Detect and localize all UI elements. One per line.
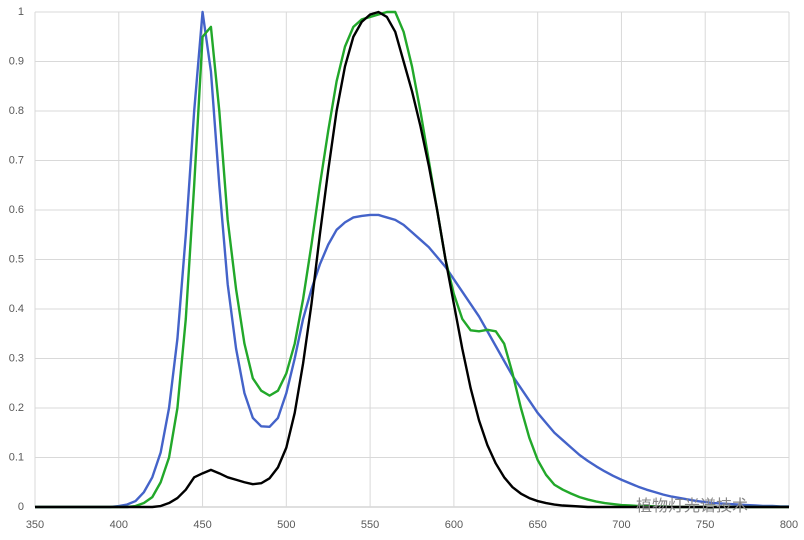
y-tick-label: 0.2 [9, 402, 24, 414]
y-tick-label: 0.4 [9, 303, 24, 315]
line-series [35, 10, 789, 509]
y-tick-label: 0.3 [9, 352, 24, 364]
y-tick-label: 0.5 [9, 253, 24, 265]
x-tick-label: 600 [445, 519, 463, 531]
x-tick-label: 650 [528, 519, 546, 531]
x-tick-label: 450 [193, 519, 211, 531]
x-tick-label: 550 [361, 519, 379, 531]
x-tick-label: 500 [277, 519, 295, 531]
y-tick-label: 0.7 [9, 154, 24, 166]
y-tick-label: 0 [18, 501, 24, 513]
x-tick-label: 750 [696, 519, 714, 531]
watermark: 植物灯光谱技术 [636, 497, 748, 515]
x-tick-label: 350 [26, 519, 44, 531]
y-tick-label: 0.6 [9, 204, 24, 216]
y-tick-label: 0.1 [9, 451, 24, 463]
y-tick-label: 0.8 [9, 105, 24, 117]
y-tick-label: 0.9 [9, 55, 24, 67]
y-tick-label: 1 [18, 6, 24, 18]
x-tick-label: 400 [110, 519, 128, 531]
x-tick-label: 700 [612, 519, 630, 531]
x-tick-label: 800 [780, 519, 798, 531]
line-series [35, 10, 789, 509]
